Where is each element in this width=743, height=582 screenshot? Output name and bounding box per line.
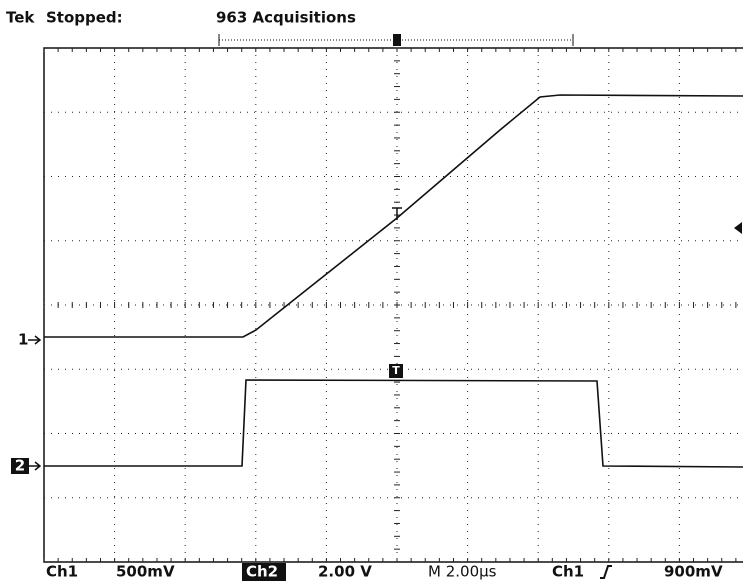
trigger-slope: [600, 565, 612, 579]
ch1-marker: 1: [18, 331, 28, 349]
ch2-scale: 2.00 V: [318, 563, 372, 581]
trigger-marker: T: [389, 207, 403, 378]
ch2-arrow: [29, 461, 42, 471]
ch2-trace: [44, 379, 743, 468]
graticule-frame: [43, 47, 743, 563]
timebase: M 2.00µs: [428, 563, 497, 581]
ch2-label: Ch2: [246, 563, 278, 581]
svg-text:T: T: [392, 364, 400, 377]
ch1-label: Ch1: [46, 563, 78, 581]
trigger-level: 900mV: [664, 563, 723, 581]
ch2-marker: 2: [15, 457, 25, 475]
trigger-source: Ch1: [552, 563, 584, 581]
acquisitions: 963 Acquisitions: [216, 9, 356, 27]
ch1-trace: [44, 94, 743, 338]
ch2-label-box: [242, 563, 286, 581]
ch1-scale: 500mV: [116, 563, 175, 581]
trigger-level-arrow: [734, 222, 742, 234]
record-bracket: [218, 34, 574, 46]
status: Stopped:: [46, 9, 123, 27]
graticule: [43, 47, 743, 563]
ch1-arrow: [28, 335, 42, 345]
brand: Tek: [6, 9, 35, 27]
ch2-marker-box: [11, 458, 29, 474]
